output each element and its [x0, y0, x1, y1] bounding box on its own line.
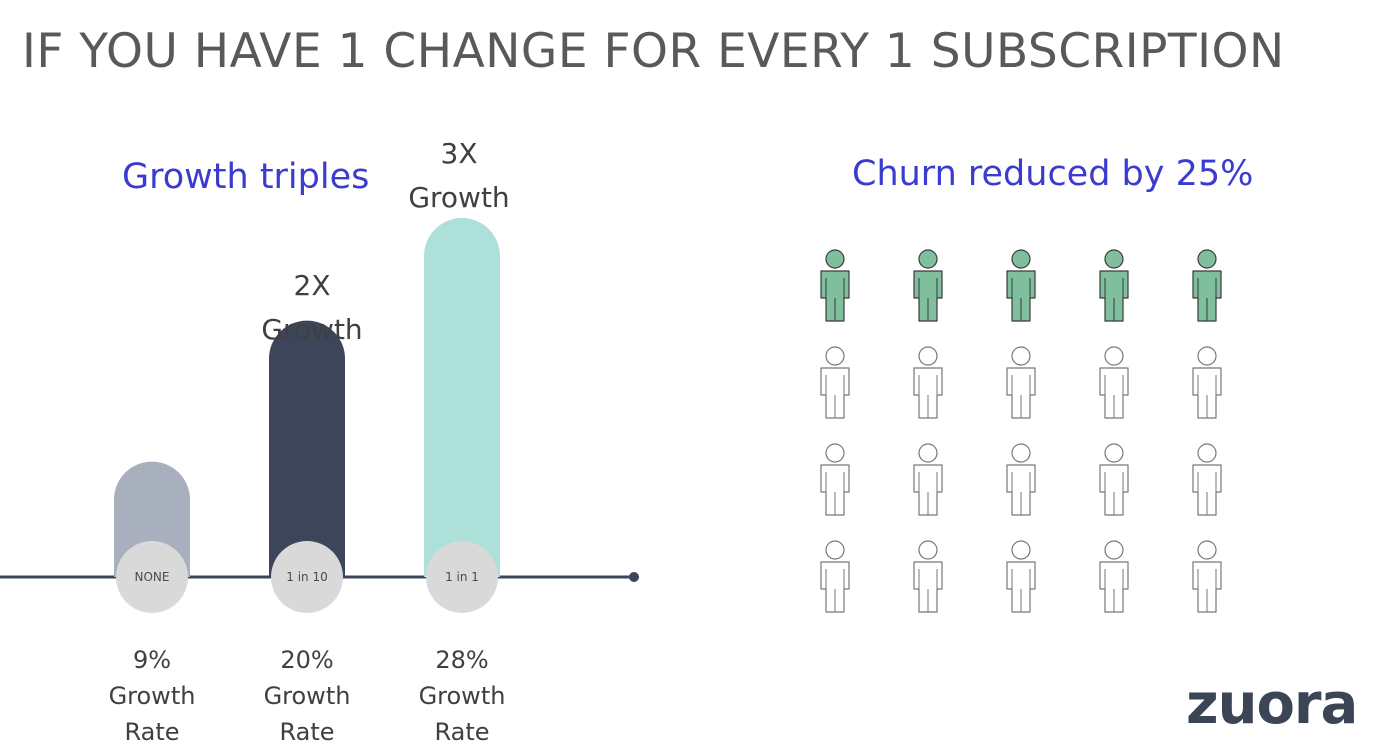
- rate-label-1: 20% Growth Rate: [242, 642, 372, 750]
- bar-1: [269, 320, 345, 577]
- rate-label-0-line3: Rate: [124, 718, 180, 746]
- bar-2: [424, 218, 500, 577]
- bar-caption-1-label: Growth: [261, 313, 363, 346]
- churn-heading: Churn reduced by 25%: [852, 154, 1254, 194]
- person-icon: [913, 443, 943, 516]
- person-icon: [1099, 346, 1129, 419]
- axis-end-dot: [629, 572, 639, 582]
- category-label-2: 1 in 1: [445, 570, 479, 584]
- person-icon-highlighted: [1099, 249, 1129, 322]
- category-badge-0: [116, 541, 188, 613]
- person-icon-highlighted: [913, 249, 943, 322]
- bar-caption-1: 2X Growth: [242, 264, 382, 352]
- person-icon: [1099, 443, 1129, 516]
- bar-caption-2-multiplier: 3X: [440, 137, 478, 170]
- rate-label-1-value: 20%: [280, 646, 334, 674]
- person-icon: [1192, 346, 1222, 419]
- growth-bar-chart: NONE 1 in 10 1 in 1: [0, 218, 639, 613]
- person-icon: [1192, 443, 1222, 516]
- person-icon: [1006, 443, 1036, 516]
- rate-label-2-line3: Rate: [434, 718, 490, 746]
- person-icon: [1006, 540, 1036, 613]
- category-label-0: NONE: [135, 570, 170, 584]
- churn-people-grid: [820, 249, 1222, 613]
- growth-heading: Growth triples: [122, 157, 370, 197]
- rate-label-0-line2: Growth: [108, 682, 196, 710]
- category-label-1: 1 in 10: [286, 570, 327, 584]
- bar-caption-2: 3X Growth: [389, 132, 529, 220]
- slide-title: IF YOU HAVE 1 CHANGE FOR EVERY 1 SUBSCRI…: [22, 24, 1285, 79]
- person-icon-highlighted: [1192, 249, 1222, 322]
- person-icon-highlighted: [820, 249, 850, 322]
- rate-label-2-line2: Growth: [418, 682, 506, 710]
- bar-caption-1-multiplier: 2X: [293, 269, 331, 302]
- rate-label-1-line3: Rate: [279, 718, 335, 746]
- zuora-logo: zuora: [1186, 672, 1358, 737]
- category-badge-2: [426, 541, 498, 613]
- rate-label-0: 9% Growth Rate: [87, 642, 217, 750]
- person-icon: [1006, 346, 1036, 419]
- person-icon: [820, 346, 850, 419]
- rate-label-1-line2: Growth: [263, 682, 351, 710]
- person-icon: [820, 540, 850, 613]
- bar-caption-2-label: Growth: [408, 181, 510, 214]
- category-badge-1: [271, 541, 343, 613]
- person-icon: [913, 540, 943, 613]
- person-icon: [1099, 540, 1129, 613]
- person-icon: [1192, 540, 1222, 613]
- rate-label-2: 28% Growth Rate: [397, 642, 527, 750]
- person-icon-highlighted: [1006, 249, 1036, 322]
- rate-label-0-value: 9%: [132, 646, 172, 674]
- rate-label-2-value: 28%: [435, 646, 489, 674]
- person-icon: [913, 346, 943, 419]
- person-icon: [820, 443, 850, 516]
